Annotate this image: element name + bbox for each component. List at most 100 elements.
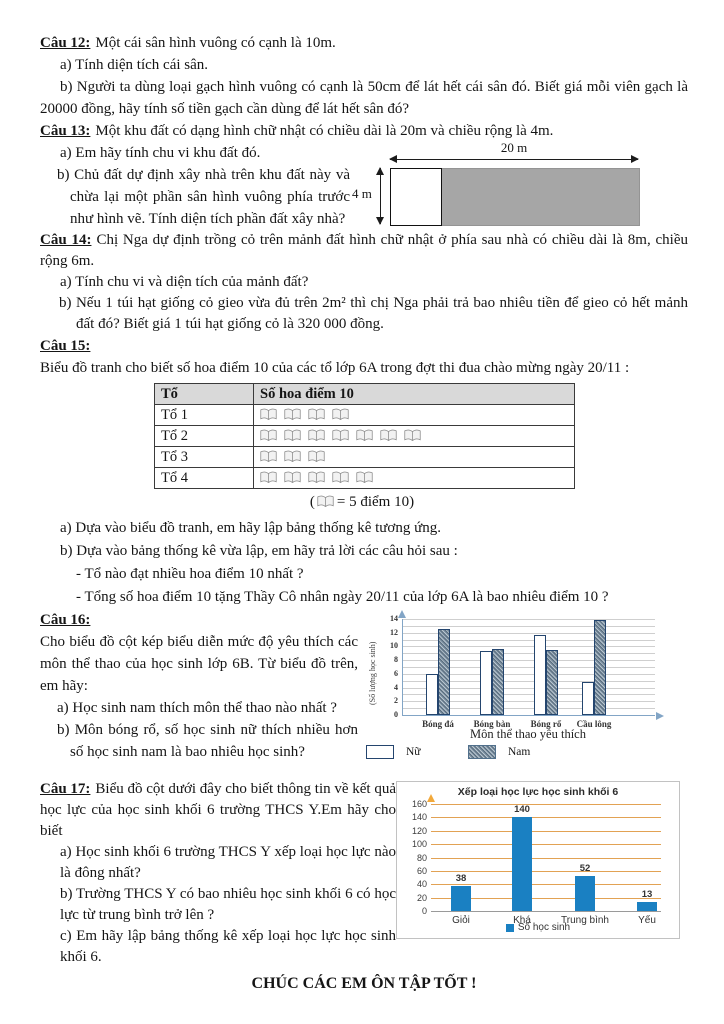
q17-text-column: Câu 17: Biểu đồ cột dưới đây cho biết thô… bbox=[40, 779, 396, 968]
y-tick-label: 20 bbox=[416, 892, 427, 903]
q17-item-c: c) Em hãy lập bảng thống kê xếp loại học… bbox=[60, 928, 396, 965]
y-tick-label: 140 bbox=[411, 812, 427, 823]
y-axis-arrow-icon bbox=[398, 610, 406, 618]
legend-swatch-nam bbox=[468, 745, 496, 759]
pictogram-caption: (= 5 điểm 10) bbox=[154, 491, 570, 513]
legend-item-nu: Nữ bbox=[366, 745, 421, 759]
q15-heading: Câu 15: bbox=[40, 335, 688, 357]
question-17: Câu 17: Biểu đồ cột dưới đây cho biết thô… bbox=[40, 779, 688, 968]
q15-item-a: a) Dựa vào biểu đồ tranh, em hãy lập bản… bbox=[60, 520, 441, 536]
question-14: Câu 14: Chị Nga dự định trồng cỏ trên mản… bbox=[40, 230, 688, 335]
bar-nam-0 bbox=[438, 628, 450, 715]
y-tick-label: 6 bbox=[394, 668, 398, 678]
pictogram-row-label: Tổ 3 bbox=[154, 446, 254, 468]
y-tick-label: 60 bbox=[416, 865, 427, 876]
q17-item-b: b) Trường THCS Y có bao nhiêu học sinh k… bbox=[60, 886, 396, 923]
gridline bbox=[431, 844, 661, 846]
category-label: Cầu lông bbox=[576, 719, 612, 729]
q16-row: Câu 16: Cho biểu đồ cột kép biểu diễn mứ… bbox=[40, 609, 688, 767]
land-rectangle bbox=[390, 168, 640, 226]
figure-width-label: 4 m bbox=[352, 186, 372, 201]
open-book-icon bbox=[332, 408, 349, 420]
legend-swatch-so-hoc-sinh bbox=[505, 923, 514, 932]
q16-item-a: a) Học sinh nam thích môn thể thao nào n… bbox=[57, 700, 337, 716]
y-tick-label: 160 bbox=[411, 799, 427, 809]
x-axis-arrow-icon bbox=[656, 712, 664, 720]
pictogram-row-books bbox=[253, 425, 575, 447]
pictogram-row: Tổ 2 bbox=[154, 425, 575, 447]
q12-label: Câu 12: bbox=[40, 35, 91, 51]
sports-chart-x-axis-title: Môn thể thao yêu thích bbox=[470, 727, 586, 741]
open-book-icon bbox=[308, 408, 325, 420]
open-book-icon bbox=[260, 471, 277, 483]
q13-text-column: a) Em hãy tính chu vi khu đất đó. b) Chủ… bbox=[40, 142, 350, 230]
q12-item-a: a) Tính diện tích cái sân. bbox=[60, 57, 209, 73]
y-tick-label: 100 bbox=[411, 839, 427, 850]
gridline bbox=[403, 639, 655, 641]
q15-item-b1: - Tổ nào đạt nhiều hoa điểm 10 nhất ? bbox=[76, 566, 304, 582]
open-book-icon bbox=[332, 429, 349, 441]
grades-chart-legend: Số học sinh bbox=[397, 922, 679, 933]
q17-item-a: a) Học sinh khối 6 trường THCS Y xếp loạ… bbox=[60, 844, 396, 881]
vertical-arrow bbox=[376, 167, 384, 225]
q16-intro: Cho biểu đồ cột kép biểu diễn mức độ yêu… bbox=[40, 634, 358, 694]
gridline bbox=[431, 817, 661, 819]
pictogram-row-label: Tổ 2 bbox=[154, 425, 254, 447]
q13-intro: Một khu đất có dạng hình chữ nhật có chi… bbox=[95, 123, 554, 139]
gridline bbox=[403, 708, 655, 710]
category-label: Bóng đá bbox=[422, 719, 454, 729]
q16-heading: Câu 16: bbox=[40, 609, 358, 631]
q14-item-a: a) Tính chu vi và diện tích của mảnh đất… bbox=[60, 274, 309, 290]
gridline bbox=[403, 646, 655, 648]
open-book-icon bbox=[404, 429, 421, 441]
y-tick-label: 2 bbox=[394, 696, 398, 706]
y-tick-label: 0 bbox=[421, 906, 427, 916]
q12-item-b: b) Người ta dùng loại gạch hình vuông có… bbox=[40, 79, 688, 117]
gridline bbox=[403, 619, 655, 620]
question-12: Câu 12: Một cái sân hình vuông có cạnh là… bbox=[40, 32, 688, 120]
q15-item-b: b) Dựa vào bảng thống kê vừa lập, em hãy… bbox=[60, 543, 458, 559]
open-book-icon bbox=[317, 495, 334, 508]
y-tick-label: 120 bbox=[411, 825, 427, 836]
pictogram-header-to: Tổ bbox=[154, 383, 254, 405]
category-label: Giỏi bbox=[452, 915, 470, 926]
worksheet-page: Câu 12: Một cái sân hình vuông có cạnh là… bbox=[40, 32, 688, 992]
gridline bbox=[403, 625, 655, 627]
gridline bbox=[431, 804, 661, 805]
q13-row: a) Em hãy tính chu vi khu đất đó. b) Chủ… bbox=[40, 140, 688, 230]
q17-intro: Biểu đồ cột dưới đây cho biết thông tin … bbox=[40, 781, 397, 839]
grades-bar-chart: Xếp loại học lực học sinh khối 6 Số học … bbox=[396, 781, 680, 939]
y-tick-label: 4 bbox=[394, 682, 398, 692]
q13-item-b: b) Chủ đất dự định xây nhà trên khu đất … bbox=[57, 167, 350, 227]
q16-text-column: Câu 16: Cho biểu đồ cột kép biểu diễn mứ… bbox=[40, 609, 358, 767]
gridline bbox=[431, 884, 661, 886]
open-book-icon bbox=[308, 450, 325, 462]
pictogram-header-row: Tổ Số hoa điểm 10 bbox=[154, 383, 575, 405]
open-book-icon bbox=[284, 471, 301, 483]
pictogram-table-body: Tổ 1 Tổ 2 Tổ 3 Tổ 4 bbox=[154, 404, 575, 489]
pictogram-row: Tổ 4 bbox=[154, 467, 575, 489]
legend-swatch-nu bbox=[366, 745, 394, 759]
category-label: Khá bbox=[513, 915, 531, 926]
land-figure: 20 m 4 m bbox=[350, 140, 640, 230]
bar-nu-0 bbox=[426, 673, 438, 715]
category-label: Bóng rổ bbox=[530, 719, 562, 729]
open-book-icon bbox=[308, 429, 325, 441]
category-label: Yếu bbox=[638, 915, 656, 926]
closing-message: CHÚC CÁC EM ÔN TẬP TỐT ! bbox=[251, 975, 477, 992]
bar-value-label: 13 bbox=[641, 889, 653, 901]
caption-open: ( bbox=[309, 494, 315, 510]
bar-value-label: 38 bbox=[455, 872, 467, 884]
bar-nu-3 bbox=[582, 682, 594, 715]
gridline bbox=[403, 673, 655, 675]
gridline bbox=[431, 870, 661, 872]
open-book-icon bbox=[260, 429, 277, 441]
q14-intro: Chị Nga dự định trồng cỏ trên mảnh đất h… bbox=[40, 232, 688, 269]
pictogram-row-label: Tổ 4 bbox=[154, 467, 254, 489]
figure-length-label: 20 m bbox=[500, 140, 528, 155]
bar-nam-3 bbox=[594, 619, 606, 715]
bar-nu-2 bbox=[534, 634, 546, 715]
q17-label: Câu 17: bbox=[40, 781, 91, 797]
gridline bbox=[403, 660, 655, 662]
pictogram-table: Tổ Số hoa điểm 10 Tổ 1 Tổ 2 Tổ 3 Tổ 4 bbox=[154, 383, 575, 489]
